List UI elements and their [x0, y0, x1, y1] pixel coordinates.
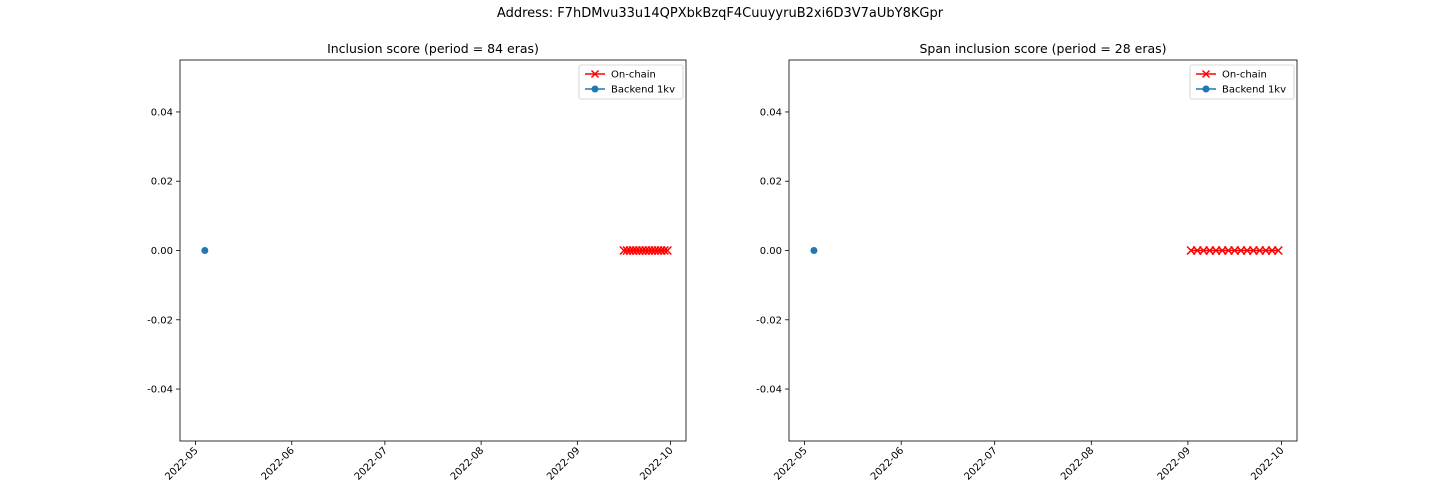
- x-tick-label: 2022-09: [1156, 445, 1193, 482]
- y-tick-label: -0.04: [147, 385, 173, 396]
- chart-title: Span inclusion score (period = 28 eras): [919, 41, 1166, 56]
- x-tick-label: 2022-08: [449, 445, 486, 482]
- data-point-x: [659, 245, 669, 256]
- axes-frame: [788, 59, 1298, 442]
- y-tick-label: 0.02: [760, 177, 782, 188]
- chart-panel-1: Inclusion score (period = 84 eras) -0.04 -…: [147, 41, 687, 483]
- legend-label: Backend 1kv: [1222, 85, 1286, 96]
- y-tick-label: 0.02: [151, 177, 173, 188]
- x-tick-label: 2022-05: [772, 445, 809, 482]
- legend: On-chain Backend 1kv: [1189, 64, 1295, 100]
- x-tick-label: 2022-10: [638, 445, 675, 482]
- x-tick-label: 2022-06: [260, 445, 297, 482]
- y-tick-label: 0.04: [760, 107, 782, 118]
- legend-label: Backend 1kv: [611, 85, 675, 96]
- x-tick-label: 2022-07: [353, 445, 390, 482]
- y-tick-label: 0.04: [151, 107, 173, 118]
- x-tick-label: 2022-07: [962, 445, 999, 482]
- data-point-circle: [201, 247, 209, 254]
- y-tick-label: 0.00: [151, 246, 173, 257]
- chart-title: Inclusion score (period = 84 eras): [327, 41, 539, 56]
- y-tick-label: -0.02: [147, 315, 173, 326]
- x-tick-label: 2022-08: [1059, 445, 1096, 482]
- y-tick-label: -0.02: [756, 315, 782, 326]
- x-tick-label: 2022-09: [545, 445, 582, 482]
- x-tick-label: 2022-10: [1249, 445, 1286, 482]
- axes-frame: [179, 59, 687, 442]
- legend: On-chain Backend 1kv: [578, 64, 684, 100]
- figure-title: Address: F7hDMvu33u14QPXbkBzqF4CuuyyruB2…: [496, 6, 944, 21]
- data-point-x: [662, 245, 672, 256]
- y-tick-label: 0.00: [760, 246, 782, 257]
- x-tick-label: 2022-05: [163, 445, 200, 482]
- legend-label: On-chain: [1222, 70, 1267, 81]
- data-point-x: [1273, 245, 1283, 256]
- data-point-circle: [810, 247, 818, 254]
- legend-label: On-chain: [611, 70, 656, 81]
- x-tick-label: 2022-06: [869, 445, 906, 482]
- y-tick-label: -0.04: [756, 385, 782, 396]
- chart-panel-2: Span inclusion score (period = 28 eras) -…: [756, 41, 1298, 483]
